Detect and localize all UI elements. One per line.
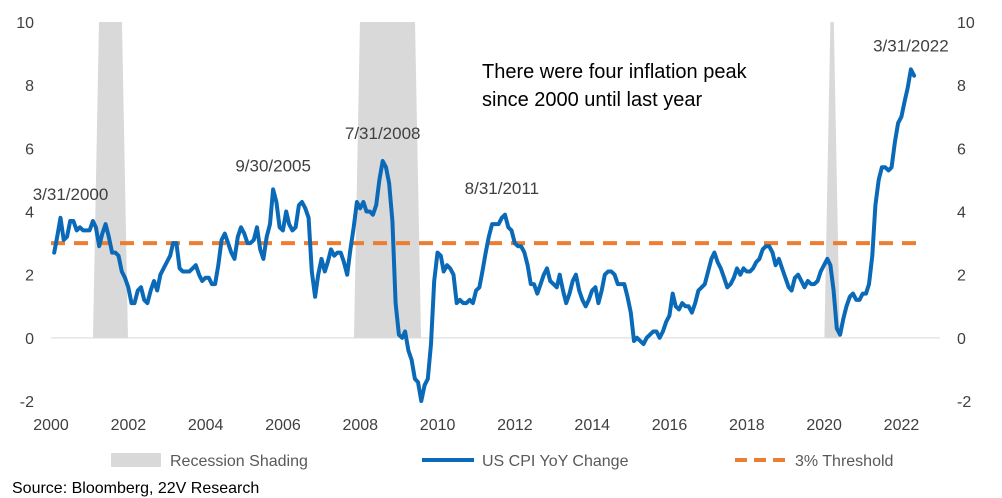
legend: Recession Shading US CPI YoY Change 3% T…	[111, 453, 893, 470]
peak-label: 3/31/2000	[33, 185, 109, 204]
cpi-series-line	[52, 67, 917, 403]
x-tick: 2010	[420, 417, 456, 434]
peak-label: 7/31/2008	[345, 124, 421, 143]
y-tick-right: 10	[957, 15, 975, 32]
y-tick-right: 6	[957, 141, 966, 158]
x-axis: 2000 2002 2004 2006 2008 2010 2012 2014 2016 2018…	[33, 417, 919, 434]
legend-swatch-recession	[111, 453, 161, 467]
recession-band-1	[92, 22, 128, 338]
y-tick-left: 6	[25, 141, 34, 158]
y-axis-right: -2 0 2 4 6 8 10	[957, 15, 975, 411]
peak-label: 8/31/2011	[465, 179, 539, 198]
y-tick-left: -2	[20, 394, 34, 411]
x-tick: 2000	[33, 417, 69, 434]
y-tick-left: 8	[25, 78, 34, 95]
note-line-2: since 2000 until last year	[482, 89, 702, 111]
y-tick-right: 0	[957, 331, 966, 348]
x-tick: 2012	[497, 417, 533, 434]
x-tick: 2002	[111, 417, 147, 434]
x-tick: 2004	[188, 417, 224, 434]
legend-label-cpi: US CPI YoY Change	[482, 453, 629, 470]
x-tick: 2016	[652, 417, 688, 434]
peak-annotations: 3/31/2000 9/30/2005 7/31/2008 8/31/2011 3/31…	[33, 36, 949, 203]
x-tick: 2020	[806, 417, 842, 434]
y-tick-left: 0	[25, 331, 34, 348]
x-tick: 2018	[729, 417, 765, 434]
legend-label-threshold: 3% Threshold	[795, 453, 893, 470]
x-tick: 2022	[884, 417, 920, 434]
note-line-1: There were four inflation peak	[482, 61, 748, 83]
y-tick-left: 2	[25, 268, 34, 285]
x-tick: 2014	[574, 417, 610, 434]
y-tick-right: 2	[957, 268, 966, 285]
y-tick-right: -2	[957, 394, 971, 411]
source-note: Source: Bloomberg, 22V Research	[12, 480, 259, 497]
x-tick: 2008	[342, 417, 378, 434]
y-tick-left: 10	[16, 15, 34, 32]
peak-label: 3/31/2022	[873, 36, 949, 55]
y-tick-right: 4	[957, 205, 966, 222]
legend-label-recession: Recession Shading	[170, 453, 308, 470]
peak-label: 9/30/2005	[235, 156, 311, 175]
y-tick-right: 8	[957, 78, 966, 95]
y-axis-left: -2 0 2 4 6 8 10	[16, 15, 34, 411]
x-tick: 2006	[265, 417, 301, 434]
y-tick-left: 4	[25, 205, 34, 222]
